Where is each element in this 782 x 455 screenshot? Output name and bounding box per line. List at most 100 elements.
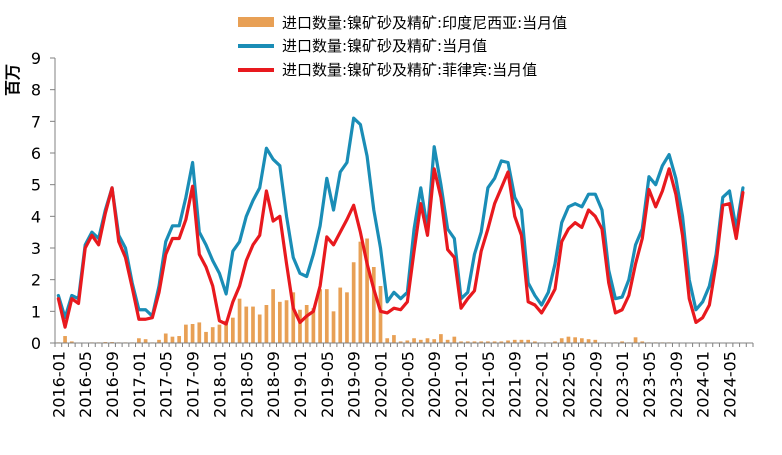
- bar-indonesia: [533, 341, 537, 343]
- legend-label: 进口数量:镍矿砂及精矿:当月值: [282, 37, 487, 55]
- x-tick-label: 2021-09: [506, 351, 525, 418]
- bar-indonesia: [378, 286, 383, 343]
- bar-indonesia: [472, 341, 477, 343]
- x-tick-label: 2019-05: [318, 351, 337, 418]
- bar-indonesia: [244, 306, 249, 343]
- legend: 进口数量:镍矿砂及精矿:印度尼西亚:当月值进口数量:镍矿砂及精矿:当月值进口数量…: [238, 14, 567, 79]
- bar-indonesia: [358, 241, 363, 343]
- bar-indonesia: [324, 289, 329, 343]
- bar-indonesia: [526, 339, 531, 343]
- x-tick-label: 2022-09: [586, 351, 605, 418]
- y-tick-label: 8: [31, 81, 41, 100]
- x-tick-label: 2018-01: [210, 351, 229, 418]
- bar-indonesia: [338, 287, 343, 343]
- bar-indonesia: [412, 338, 416, 343]
- x-tick-label: 2019-09: [345, 351, 364, 418]
- bar-indonesia: [580, 338, 584, 343]
- x-axis-ticks: 2016-01 2016-05 2016-09 2017-01 2017-05 2017-…: [49, 343, 754, 418]
- bar-indonesia: [633, 337, 638, 343]
- x-tick-label: 2016-09: [103, 351, 122, 418]
- bar-indonesia: [257, 314, 262, 343]
- y-tick-label: 6: [31, 144, 41, 163]
- bar-indonesia: [304, 305, 309, 343]
- bar-indonesia: [573, 337, 577, 343]
- bar-indonesia: [190, 324, 195, 343]
- bar-indonesia: [170, 336, 175, 343]
- bar-indonesia: [465, 341, 470, 343]
- x-tick-label: 2016-05: [76, 351, 95, 418]
- bar-indonesia: [479, 341, 484, 343]
- bar-series-indonesia: [56, 238, 752, 343]
- bar-indonesia: [271, 289, 275, 343]
- x-tick-label: 2017-05: [157, 351, 176, 418]
- bar-indonesia: [519, 339, 524, 343]
- y-tick-label: 2: [31, 271, 41, 290]
- bar-indonesia: [365, 238, 369, 343]
- y-tick-label: 0: [31, 334, 41, 353]
- x-tick-label: 2020-09: [425, 351, 444, 418]
- bar-indonesia: [284, 300, 289, 343]
- bar-indonesia: [640, 341, 645, 343]
- bar-indonesia: [392, 335, 396, 343]
- bar-indonesia: [499, 341, 504, 343]
- bar-indonesia: [586, 339, 591, 343]
- x-tick-label: 2017-09: [184, 351, 203, 418]
- bar-indonesia: [418, 339, 423, 343]
- y-axis-ticks: 0 1 2 3 4 5 6 7 8 9: [31, 49, 55, 353]
- bar-indonesia: [425, 338, 430, 343]
- bar-indonesia: [291, 292, 296, 343]
- bar-indonesia: [157, 339, 161, 343]
- y-tick-label: 5: [31, 176, 41, 195]
- legend-label: 进口数量:镍矿砂及精矿:印度尼西亚:当月值: [282, 14, 567, 32]
- bar-indonesia: [217, 324, 222, 343]
- y-tick-label: 7: [31, 112, 41, 131]
- x-tick-label: 2018-05: [237, 351, 256, 418]
- bar-indonesia: [486, 341, 490, 343]
- bar-indonesia: [445, 339, 450, 343]
- bar-indonesia: [432, 339, 437, 343]
- x-tick-label: 2022-05: [559, 351, 578, 418]
- x-tick-label: 2020-01: [372, 351, 391, 418]
- bar-indonesia: [69, 341, 74, 343]
- bar-indonesia: [452, 336, 457, 343]
- y-tick-label: 9: [31, 49, 41, 68]
- bar-indonesia: [237, 298, 242, 343]
- bar-indonesia: [210, 327, 215, 343]
- y-tick-label: 3: [31, 239, 41, 258]
- bar-indonesia: [311, 308, 316, 343]
- bar-indonesia: [143, 339, 148, 343]
- y-tick-label: 1: [31, 302, 41, 321]
- x-tick-label: 2023-01: [613, 351, 632, 418]
- bar-indonesia: [559, 338, 564, 343]
- x-tick-label: 2024-01: [694, 351, 713, 418]
- bar-indonesia: [318, 289, 322, 343]
- bar-indonesia: [264, 305, 269, 343]
- bar-indonesia: [345, 292, 349, 343]
- bar-indonesia: [405, 340, 410, 343]
- bar-indonesia: [163, 333, 168, 343]
- x-tick-label: 2016-01: [49, 351, 68, 418]
- bar-indonesia: [224, 320, 228, 343]
- bar-indonesia: [553, 341, 557, 343]
- bar-indonesia: [231, 317, 235, 343]
- bar-indonesia: [566, 336, 571, 343]
- bar-indonesia: [439, 334, 443, 343]
- x-tick-label: 2021-01: [452, 351, 471, 418]
- line-total: [56, 116, 745, 320]
- x-tick-label: 2017-01: [130, 351, 149, 418]
- bar-indonesia: [512, 339, 517, 343]
- x-tick-label: 2019-01: [291, 351, 310, 418]
- bar-indonesia: [251, 306, 255, 343]
- x-tick-label: 2018-09: [264, 351, 283, 418]
- bar-indonesia: [371, 267, 376, 343]
- bar-indonesia: [204, 331, 208, 343]
- line-series-group: [56, 116, 745, 329]
- legend-swatch-bar: [238, 17, 274, 27]
- bar-indonesia: [331, 311, 336, 343]
- x-tick-label: 2021-05: [479, 351, 498, 418]
- y-axis-label: 百万: [3, 64, 22, 96]
- bar-indonesia: [459, 341, 463, 343]
- bar-indonesia: [620, 341, 624, 343]
- bar-indonesia: [177, 336, 182, 343]
